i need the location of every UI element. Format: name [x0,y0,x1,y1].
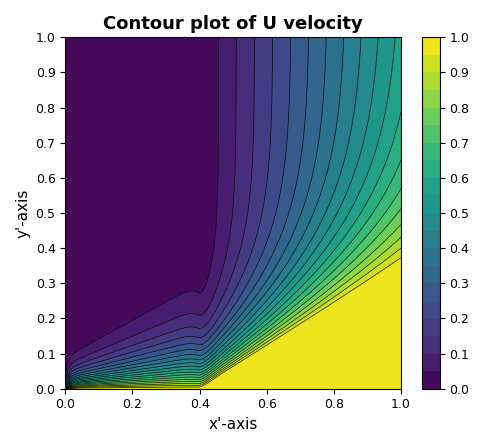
Y-axis label: y'-axis: y'-axis [15,188,30,238]
Title: Contour plot of U velocity: Contour plot of U velocity [104,15,363,33]
X-axis label: x'-axis: x'-axis [208,417,258,432]
